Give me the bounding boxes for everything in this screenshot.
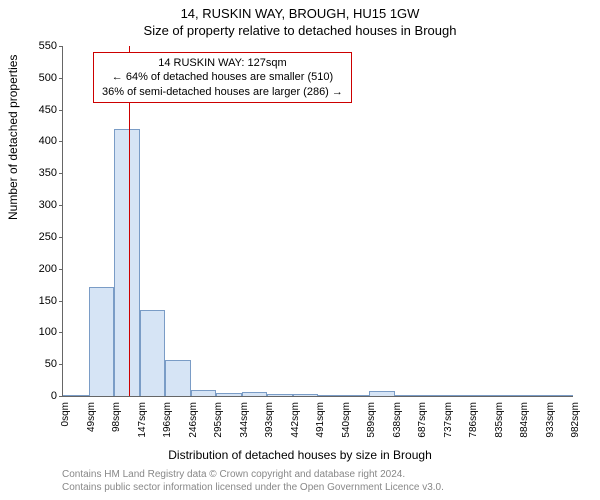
histogram-bar <box>242 392 268 396</box>
x-tick: 589sqm <box>366 402 377 438</box>
x-tick: 933sqm <box>545 402 556 438</box>
histogram-bar <box>344 395 370 396</box>
y-tick-mark <box>59 364 63 365</box>
y-tick-mark <box>59 173 63 174</box>
y-tick-mark <box>59 237 63 238</box>
x-tick: 982sqm <box>570 402 581 438</box>
attribution-line1: Contains HM Land Registry data © Crown c… <box>62 468 444 481</box>
histogram-bar <box>165 360 191 396</box>
chart-container: 14, RUSKIN WAY, BROUGH, HU15 1GW Size of… <box>0 0 600 500</box>
x-tick: 835sqm <box>494 402 505 438</box>
y-tick-mark <box>59 110 63 111</box>
histogram-bar <box>293 394 319 396</box>
histogram-bar <box>318 395 344 396</box>
histogram-bar <box>63 395 89 396</box>
x-tick: 540sqm <box>341 402 352 438</box>
y-tick-mark <box>59 205 63 206</box>
annotation-line2: ← 64% of detached houses are smaller (51… <box>102 70 343 84</box>
annotation-line1: 14 RUSKIN WAY: 127sqm <box>102 56 343 70</box>
histogram-bar <box>446 395 472 396</box>
x-tick: 344sqm <box>239 402 250 438</box>
y-tick-mark <box>59 269 63 270</box>
x-tick: 196sqm <box>162 402 173 438</box>
histogram-bar <box>114 129 140 396</box>
histogram-bar <box>191 390 217 396</box>
y-tick-mark <box>59 396 63 397</box>
histogram-bar <box>548 395 574 396</box>
x-axis-label: Distribution of detached houses by size … <box>0 448 600 462</box>
histogram-bar <box>471 395 497 396</box>
x-tick: 638sqm <box>392 402 403 438</box>
y-tick-mark <box>59 78 63 79</box>
histogram-bar <box>522 395 548 396</box>
attribution-line2: Contains public sector information licen… <box>62 481 444 494</box>
histogram-bar <box>420 395 446 396</box>
plot-area: 0501001502002503003504004505005500sqm49s… <box>62 46 573 397</box>
x-tick: 295sqm <box>213 402 224 438</box>
y-tick-mark <box>59 141 63 142</box>
chart-title: 14, RUSKIN WAY, BROUGH, HU15 1GW <box>0 0 600 21</box>
x-tick: 147sqm <box>137 402 148 438</box>
histogram-bar <box>216 393 242 396</box>
histogram-bar <box>369 391 395 396</box>
histogram-bar <box>140 310 166 396</box>
attribution: Contains HM Land Registry data © Crown c… <box>62 468 444 494</box>
chart-subtitle: Size of property relative to detached ho… <box>0 23 600 38</box>
x-tick: 0sqm <box>60 402 71 426</box>
x-tick: 737sqm <box>443 402 454 438</box>
x-tick: 246sqm <box>188 402 199 438</box>
histogram-bar <box>395 395 421 396</box>
histogram-bar <box>89 287 115 396</box>
y-axis-label: Number of detached properties <box>6 55 20 220</box>
x-tick: 98sqm <box>111 402 122 432</box>
x-tick: 687sqm <box>417 402 428 438</box>
histogram-bar <box>267 394 293 396</box>
x-tick: 49sqm <box>86 402 97 432</box>
y-tick-mark <box>59 46 63 47</box>
x-tick: 491sqm <box>315 402 326 438</box>
x-tick: 393sqm <box>264 402 275 438</box>
y-tick-mark <box>59 301 63 302</box>
y-tick-mark <box>59 332 63 333</box>
x-tick: 442sqm <box>290 402 301 438</box>
x-tick: 786sqm <box>468 402 479 438</box>
x-tick: 884sqm <box>519 402 530 438</box>
annotation-box: 14 RUSKIN WAY: 127sqm← 64% of detached h… <box>93 52 352 103</box>
annotation-line3: 36% of semi-detached houses are larger (… <box>102 85 343 99</box>
histogram-bar <box>497 395 523 396</box>
